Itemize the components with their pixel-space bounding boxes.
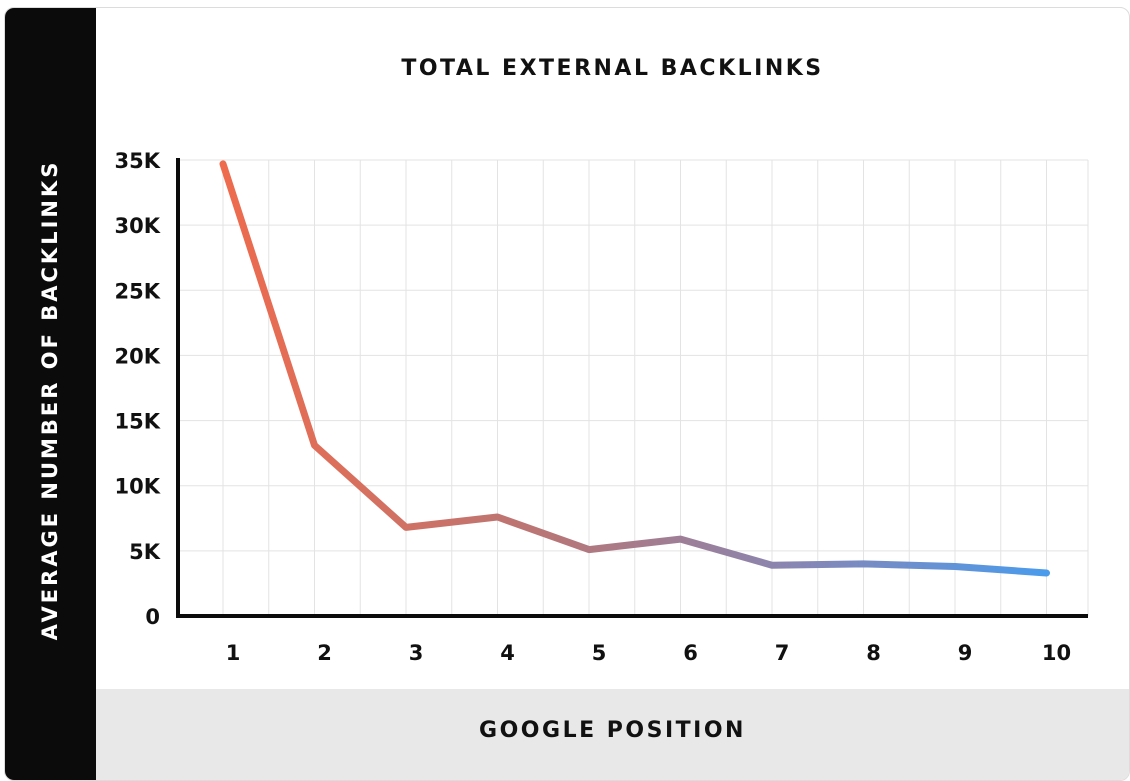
- x-axis-label: GOOGLE POSITION: [479, 718, 746, 743]
- y-tick-label: 20K: [115, 344, 161, 368]
- x-tick-label: 5: [592, 641, 607, 665]
- x-tick-label: 8: [866, 641, 881, 665]
- x-tick-label: 7: [775, 641, 790, 665]
- x-tick-label: 6: [683, 641, 698, 665]
- x-tick-label: 1: [226, 641, 241, 665]
- y-tick-labels: 0 5K 10K 15K 20K 25K 30K 35K: [115, 149, 161, 629]
- x-tick-label: 9: [958, 641, 973, 665]
- chart-card: AVERAGE NUMBER OF BACKLINKS TOTAL EXTERN…: [4, 7, 1130, 781]
- chart-title: TOTAL EXTERNAL BACKLINKS: [401, 56, 824, 81]
- y-tick-label: 10K: [115, 475, 161, 499]
- x-tick-label: 10: [1042, 641, 1071, 665]
- x-tick-label: 4: [500, 641, 515, 665]
- y-tick-label: 15K: [115, 410, 161, 434]
- y-tick-label: 25K: [115, 279, 161, 303]
- y-tick-label: 5K: [129, 540, 161, 564]
- x-tick-labels: 1 2 3 4 5 6 7 8 9 10: [226, 641, 1071, 665]
- y-axis-label-bar: AVERAGE NUMBER OF BACKLINKS: [5, 8, 96, 780]
- x-axis-label-bar: GOOGLE POSITION: [96, 689, 1129, 780]
- x-tick-label: 3: [409, 641, 424, 665]
- y-tick-label: 30K: [115, 214, 161, 238]
- series-line: [219, 160, 1050, 577]
- grid-lines: [178, 159, 1089, 616]
- x-tick-label: 2: [317, 641, 332, 665]
- y-tick-label: 35K: [115, 149, 161, 173]
- series-lines: [219, 160, 1050, 577]
- axes: [176, 158, 1088, 618]
- y-tick-label: 0: [145, 605, 160, 629]
